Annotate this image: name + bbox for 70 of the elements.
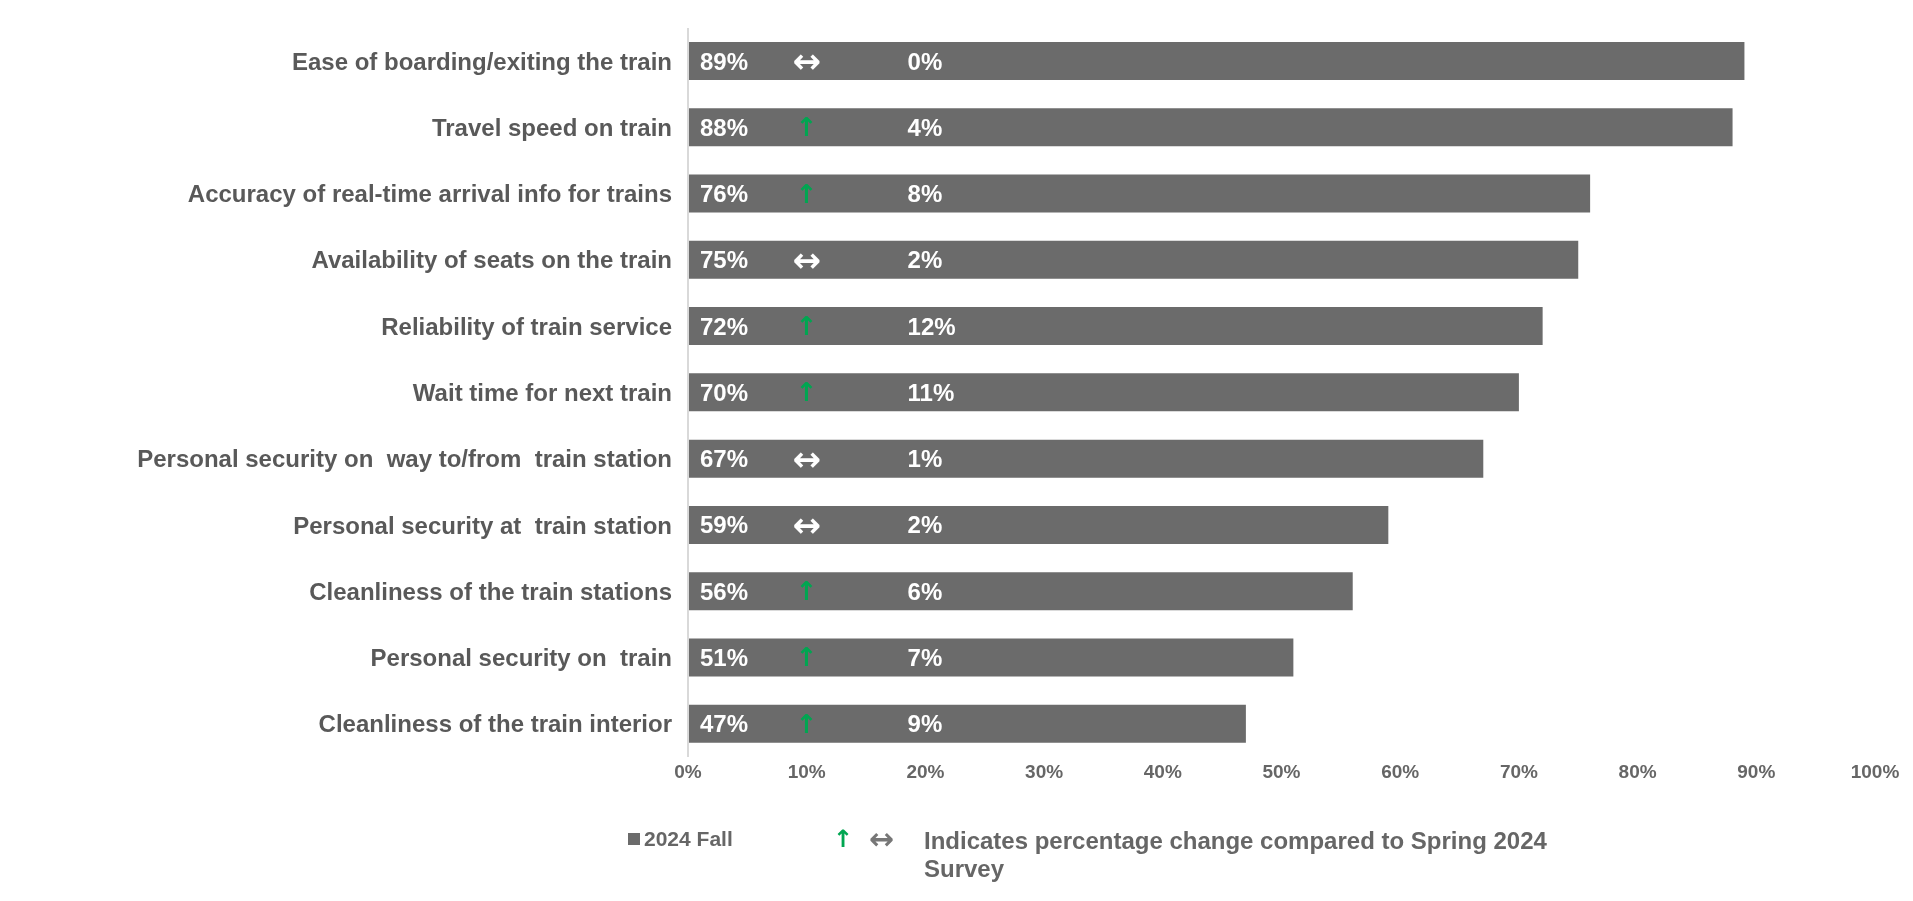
data-label: 59% [700, 511, 749, 539]
annotation: ↔ [792, 438, 821, 479]
annotation: 0% [907, 47, 943, 75]
y-tick-label: Personal security at train station [293, 511, 672, 539]
data-label: 70% [700, 378, 749, 406]
annotation: 12% [907, 312, 956, 340]
x-tick-label: 60% [1381, 761, 1420, 783]
bar [688, 638, 1294, 677]
annotation: 11% [907, 378, 955, 406]
text: ↑ [832, 825, 853, 853]
annotation: 6% [907, 577, 943, 605]
annotation: ↑ [795, 112, 818, 143]
y-tick-label: Cleanliness of the train stations [309, 577, 672, 605]
bar [688, 439, 1484, 478]
x-tick-label: 80% [1618, 761, 1657, 783]
x-tick-label: 20% [906, 761, 945, 783]
annotation: ↑ [795, 642, 818, 673]
y-tick-label: Personal security on train [370, 644, 672, 672]
annotation: ↑ [795, 178, 818, 209]
bar [688, 307, 1543, 346]
data-label: 76% [700, 180, 749, 208]
annotation: ↔ [792, 41, 821, 81]
data-label: 56% [700, 577, 749, 605]
bar [688, 373, 1519, 412]
y-tick-label: Availability of seats on the train [311, 246, 672, 274]
annotation: 9% [907, 710, 943, 738]
y-tick-label: Wait time for next train [412, 379, 672, 406]
x-tick-label: 100% [1850, 761, 1900, 783]
y-tick-label: Reliability of train service [381, 312, 672, 340]
x-tick-label: 40% [1143, 761, 1182, 783]
x-tick-label: 90% [1737, 761, 1776, 783]
annotation: 2% [907, 246, 943, 274]
annotation: 4% [907, 113, 943, 141]
legend-label: 2024 Fall [643, 827, 733, 851]
annotation: ↑ [795, 377, 818, 408]
x-tick-label: 30% [1025, 761, 1064, 783]
bar [688, 240, 1579, 279]
bar [688, 174, 1591, 213]
y-tick-label: Travel speed on train [431, 113, 672, 141]
x-tick-label: 70% [1499, 761, 1539, 783]
x-tick-label: 0% [674, 761, 702, 783]
data-label: 75% [700, 246, 749, 274]
data-label: 88% [700, 113, 749, 141]
bar [688, 505, 1389, 544]
annotation: 7% [907, 643, 943, 671]
data-label: 51% [700, 643, 749, 671]
bar [688, 704, 1246, 743]
text: Indicates percentage change compared to Spring 2024 Survey [923, 827, 1548, 883]
y-tick-label: Personal security on way to/from train station [137, 445, 672, 473]
data-label: 67% [700, 445, 749, 473]
x-tick-label: 10% [787, 761, 826, 783]
y-tick-label: Cleanliness of the train interior [318, 710, 672, 738]
annotation: ↑ [795, 708, 818, 739]
annotation: 1% [907, 445, 943, 473]
data-label: 72% [700, 312, 749, 340]
annotation: ↑ [795, 576, 818, 607]
data-label: 47% [700, 710, 749, 738]
data-label: 89% [700, 47, 749, 75]
annotation: ↔ [792, 504, 821, 545]
bar [688, 108, 1733, 147]
x-tick-label: 50% [1262, 761, 1301, 783]
annotation: ↑ [795, 311, 818, 342]
annotation: 2% [907, 511, 943, 539]
y-tick-label: Ease of boarding/exiting the train [291, 47, 672, 75]
bar [688, 42, 1745, 80]
y-tick-label: Accuracy of real-time arrival info for trains [187, 180, 672, 208]
annotation: 8% [907, 180, 943, 208]
text: ↔ [868, 821, 894, 856]
annotation: ↔ [792, 239, 821, 280]
bar [688, 572, 1353, 611]
